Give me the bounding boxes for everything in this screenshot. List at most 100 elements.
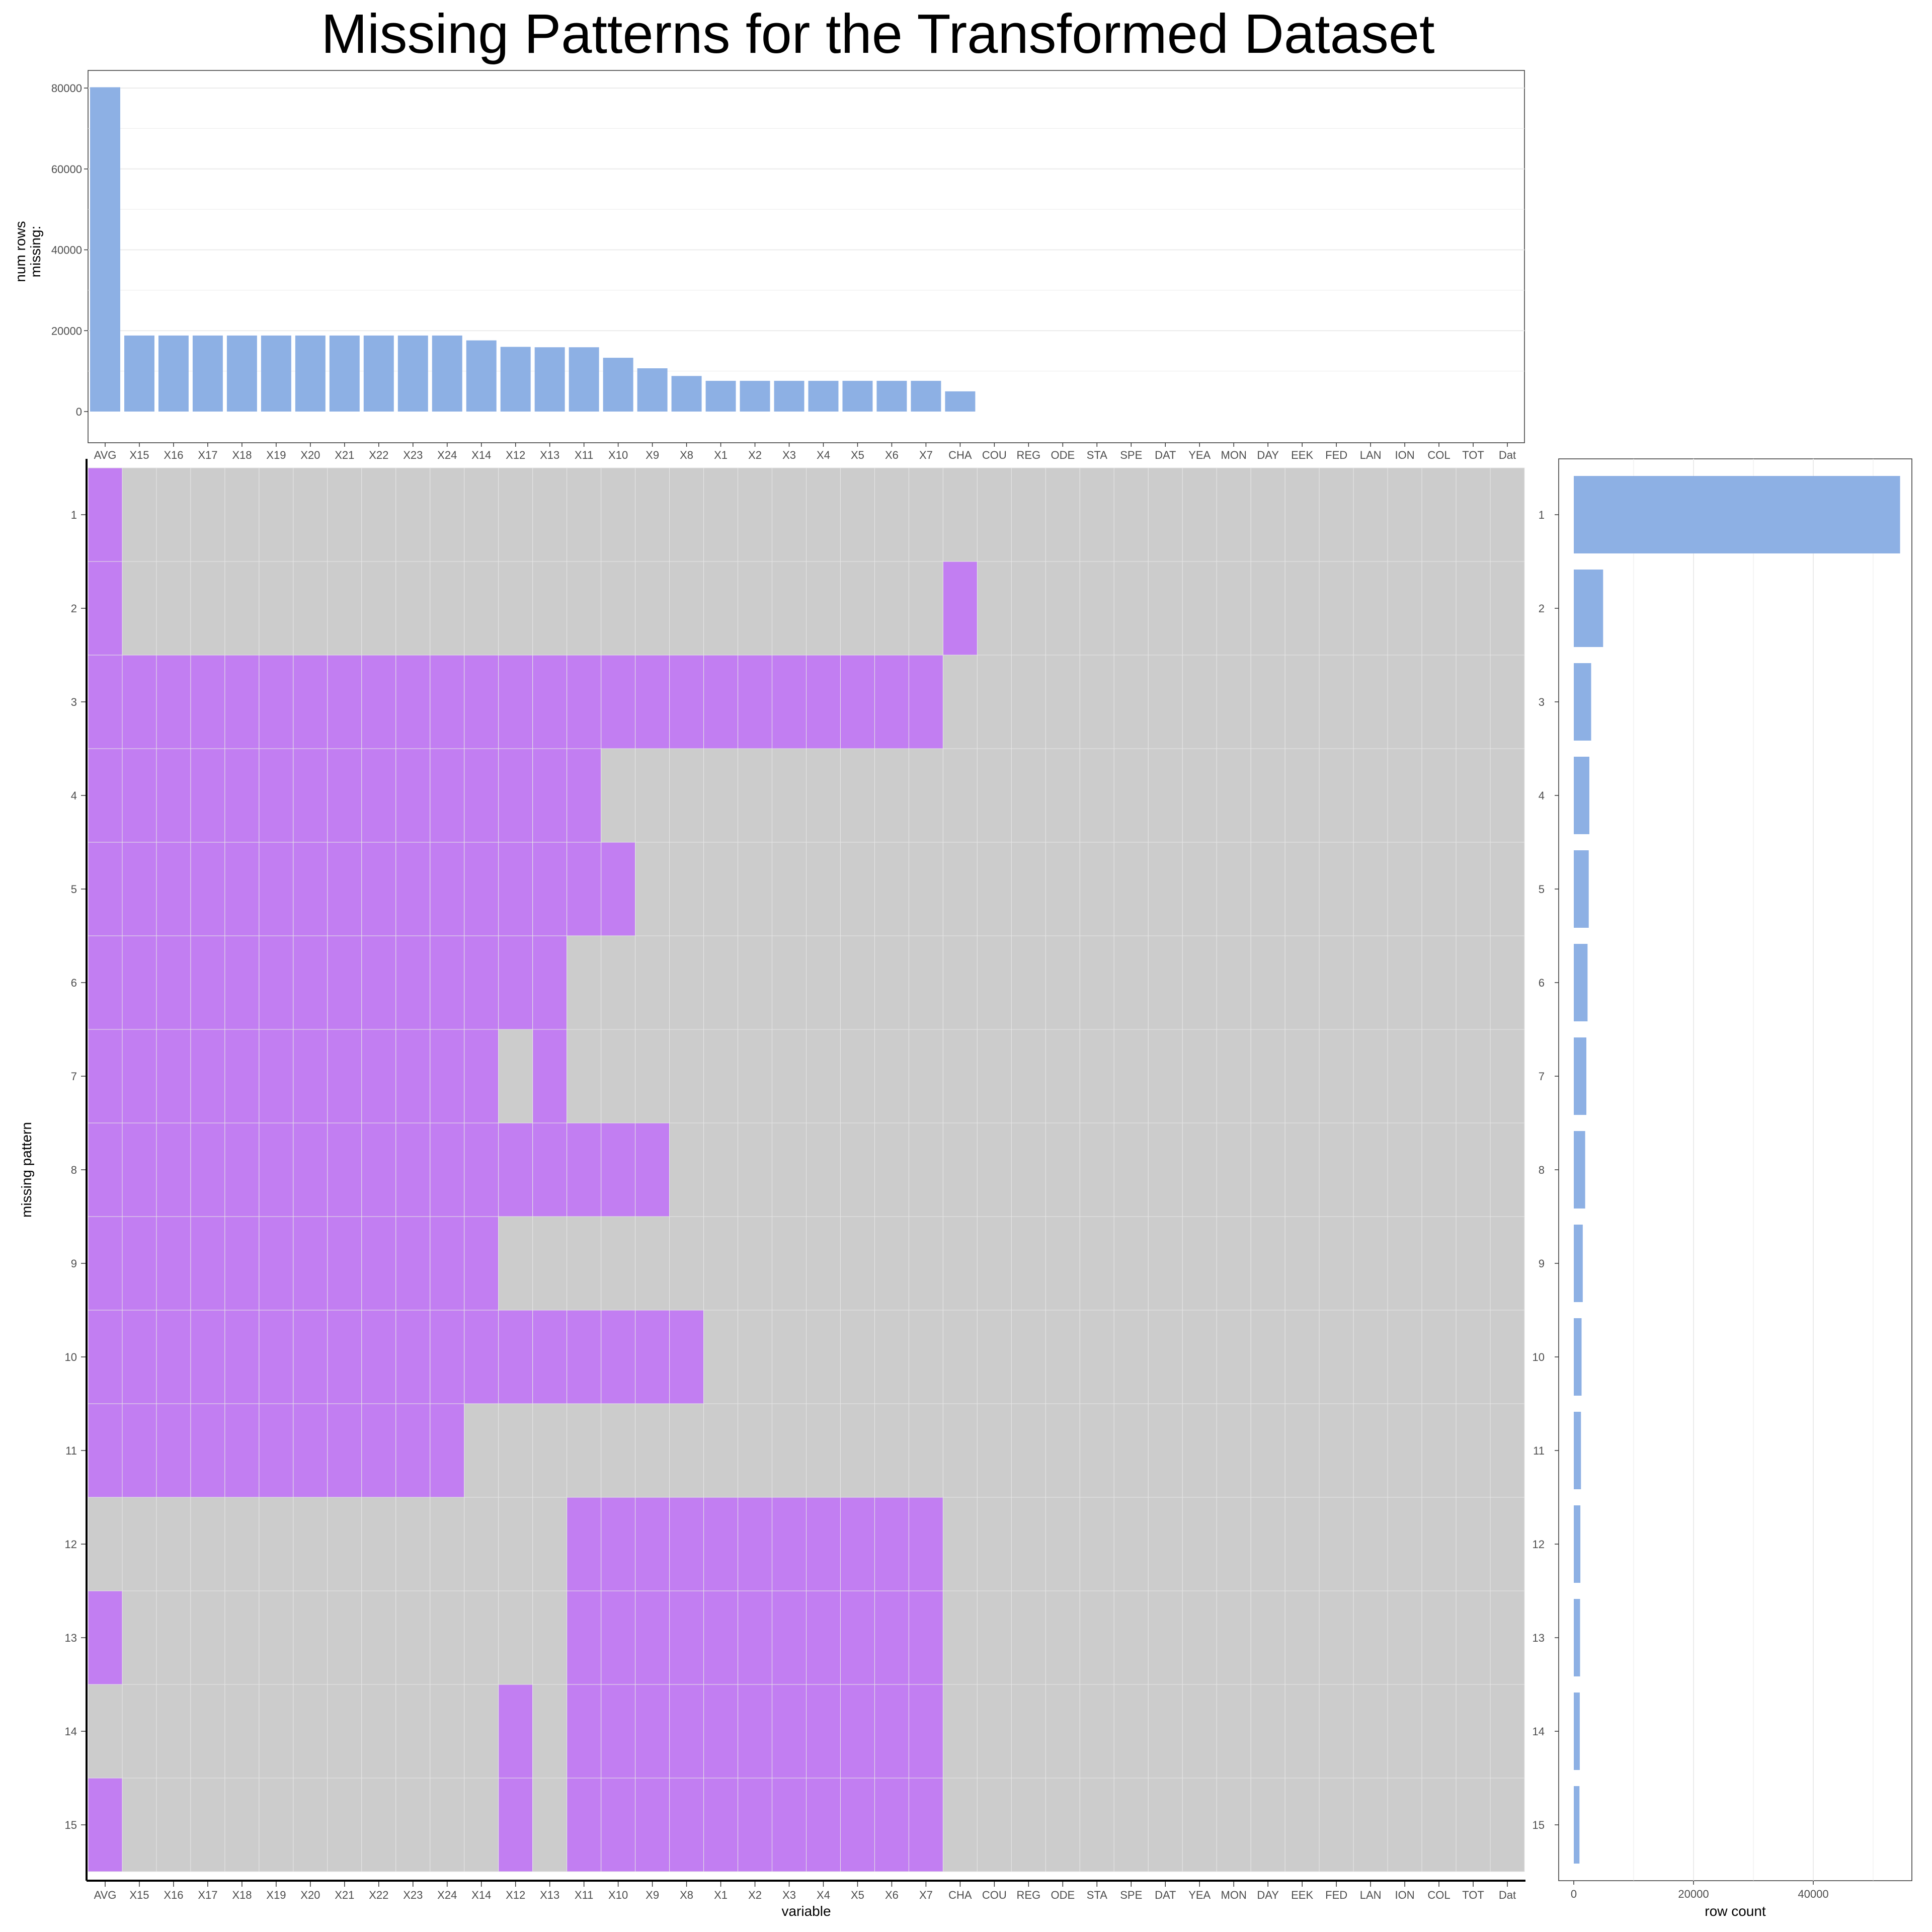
cell-10-X22-missing	[361, 1310, 396, 1404]
top-bar-X14	[466, 340, 497, 412]
cell-4-X11-missing	[567, 748, 602, 843]
cell-12-X13-present	[532, 1497, 568, 1591]
cell-1-X19-present	[259, 467, 294, 562]
cell-3-DAT-present	[1148, 655, 1183, 749]
cell-13-X18-present	[224, 1590, 260, 1685]
cell-15-REG-present	[1011, 1778, 1046, 1872]
cell-11-X16-missing	[156, 1403, 191, 1498]
cell-7-X8-present	[669, 1029, 704, 1123]
cell-11-REG-present	[1011, 1403, 1046, 1498]
cell-4-Dat-present	[1490, 748, 1525, 843]
cell-9-X16-missing	[156, 1216, 191, 1311]
cell-12-X18-present	[224, 1497, 260, 1591]
cell-5-X8-present	[669, 842, 704, 936]
cell-10-X15-missing	[122, 1310, 157, 1404]
cell-8-DAT-present	[1148, 1122, 1183, 1217]
cell-11-X20-missing	[293, 1403, 328, 1498]
cell-13-Dat-present	[1490, 1590, 1525, 1685]
cell-7-COL-present	[1421, 1029, 1457, 1123]
cell-2-X10-present	[601, 561, 636, 656]
cell-8-X5-present	[840, 1122, 875, 1217]
heatmap-x-tick-label: DAY	[1257, 1889, 1279, 1901]
cell-14-X7-missing	[908, 1684, 943, 1779]
cell-6-X20-missing	[293, 935, 328, 1030]
cell-13-MON-present	[1216, 1590, 1251, 1685]
cell-7-X7-present	[908, 1029, 943, 1123]
cell-1-X18-present	[224, 467, 260, 562]
cell-6-X14-missing	[464, 935, 499, 1030]
cell-6-X11-present	[567, 935, 602, 1030]
cell-15-X10-missing	[601, 1778, 636, 1872]
cell-7-X3-present	[772, 1029, 807, 1123]
cell-9-REG-present	[1011, 1216, 1046, 1311]
cell-14-DAT-present	[1148, 1684, 1183, 1779]
cell-3-X15-missing	[122, 655, 157, 749]
cell-12-X23-present	[395, 1497, 431, 1591]
heatmap-x-tick-label: X11	[575, 1889, 594, 1901]
cell-11-X18-missing	[224, 1403, 260, 1498]
heatmap-y-tick-label: 8	[71, 1164, 77, 1176]
cell-4-X19-missing	[259, 748, 294, 843]
cell-2-ODE-present	[1045, 561, 1080, 656]
cell-8-X22-missing	[361, 1122, 396, 1217]
cell-15-X22-present	[361, 1778, 396, 1872]
heatmap-y-tick-label: 9	[71, 1257, 77, 1270]
row-count-bar-15	[1574, 1786, 1580, 1864]
heatmap-x-tick-label: X5	[851, 1889, 864, 1901]
cell-8-LAN-present	[1353, 1122, 1388, 1217]
row-count-bar-13	[1574, 1599, 1580, 1676]
cell-3-COL-present	[1421, 655, 1457, 749]
cell-13-EEK-present	[1284, 1590, 1320, 1685]
cell-2-FED-present	[1319, 561, 1354, 656]
cell-13-X13-present	[532, 1590, 568, 1685]
cell-11-YEA-present	[1182, 1403, 1217, 1498]
cell-4-MON-present	[1216, 748, 1251, 843]
top-bar-X23	[397, 335, 428, 412]
cell-3-X20-missing	[293, 655, 328, 749]
cell-8-X1-present	[703, 1122, 739, 1217]
cell-9-X23-missing	[395, 1216, 431, 1311]
cell-1-AVG-missing	[88, 467, 123, 562]
cell-14-X5-missing	[840, 1684, 875, 1779]
cell-4-AVG-missing	[88, 748, 123, 843]
cell-14-X23-present	[395, 1684, 431, 1779]
cell-4-ODE-present	[1045, 748, 1080, 843]
cell-3-X14-missing	[464, 655, 499, 749]
row-count-bar-8	[1574, 1131, 1585, 1209]
cell-3-EEK-present	[1284, 655, 1320, 749]
right-y-tick-label: 1	[1539, 509, 1545, 521]
cell-1-Dat-present	[1490, 467, 1525, 562]
cell-13-X7-missing	[908, 1590, 943, 1685]
cell-1-X22-present	[361, 467, 396, 562]
heatmap-x-tick-label: COL	[1427, 1889, 1450, 1901]
cell-14-TOT-present	[1456, 1684, 1491, 1779]
cell-2-X24-present	[430, 561, 465, 656]
cell-10-CHA-present	[942, 1310, 978, 1404]
cell-1-FED-present	[1319, 467, 1354, 562]
cell-8-X8-present	[669, 1122, 704, 1217]
chart-title: Missing Patterns for the Transformed Dat…	[321, 3, 1434, 65]
cell-8-X24-missing	[430, 1122, 465, 1217]
cell-15-X24-present	[430, 1778, 465, 1872]
right-x-tick-label: 20000	[1678, 1888, 1709, 1900]
cell-2-X4-present	[806, 561, 841, 656]
cell-4-X21-missing	[327, 748, 362, 843]
cell-5-X22-missing	[361, 842, 396, 936]
cell-10-X2-present	[738, 1310, 773, 1404]
top-x-tick-label: ODE	[1051, 449, 1075, 461]
cell-14-X14-present	[464, 1684, 499, 1779]
cell-12-EEK-present	[1284, 1497, 1320, 1591]
cell-4-X4-present	[806, 748, 841, 843]
cell-8-X15-missing	[122, 1122, 157, 1217]
cell-7-STA-present	[1079, 1029, 1114, 1123]
cell-15-X16-present	[156, 1778, 191, 1872]
cell-8-X23-missing	[395, 1122, 431, 1217]
cell-15-X18-present	[224, 1778, 260, 1872]
heatmap-x-tick-label: ION	[1395, 1889, 1415, 1901]
right-y-tick-label: 11	[1533, 1444, 1545, 1457]
top-y-axis-label: num rowsmissing:	[13, 221, 43, 282]
cell-8-AVG-missing	[88, 1122, 123, 1217]
cell-8-ION-present	[1387, 1122, 1422, 1217]
cell-10-STA-present	[1079, 1310, 1114, 1404]
